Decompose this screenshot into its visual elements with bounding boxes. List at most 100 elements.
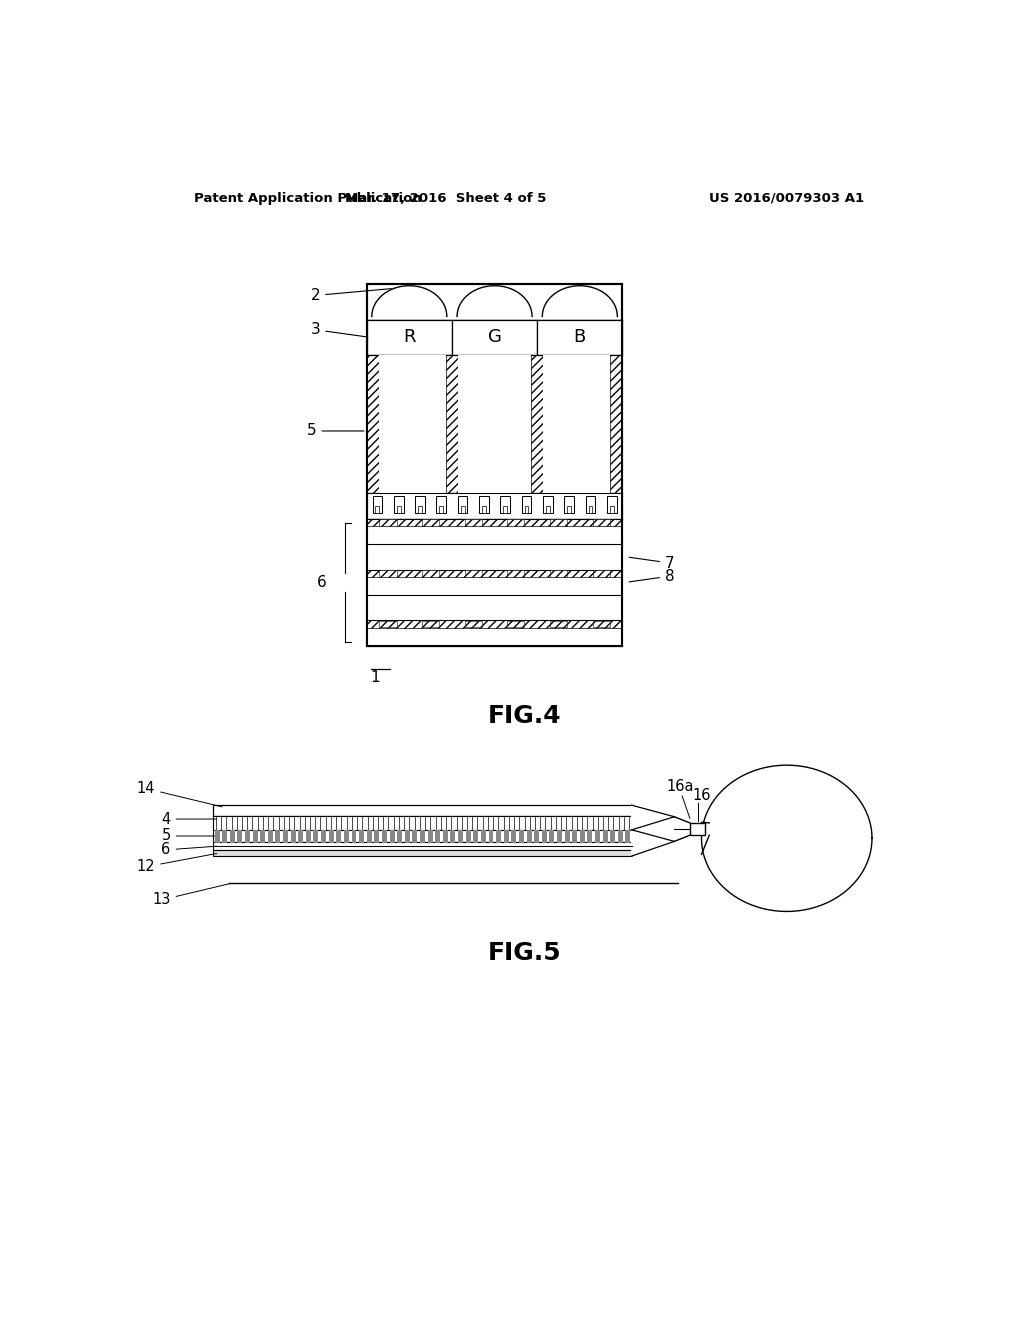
Bar — [418, 506, 422, 513]
Bar — [603, 837, 607, 843]
Text: 16: 16 — [692, 788, 711, 803]
Bar — [238, 830, 243, 837]
Bar — [458, 355, 531, 494]
Bar — [329, 837, 334, 843]
Bar — [543, 496, 553, 513]
Text: 5: 5 — [307, 424, 364, 438]
Text: 6: 6 — [316, 574, 327, 590]
Bar — [322, 837, 326, 843]
Bar — [275, 837, 281, 843]
Bar — [382, 830, 387, 837]
Bar — [521, 496, 531, 513]
Bar — [397, 837, 402, 843]
Polygon shape — [701, 822, 710, 854]
Bar — [504, 837, 509, 843]
Bar — [535, 837, 539, 843]
Bar — [580, 830, 585, 837]
Text: US 2016/0079303 A1: US 2016/0079303 A1 — [710, 191, 864, 205]
Text: 13: 13 — [153, 883, 230, 907]
Text: 12: 12 — [136, 854, 217, 874]
Bar — [481, 830, 485, 837]
Bar — [626, 830, 631, 837]
Bar — [379, 355, 445, 494]
Bar — [626, 837, 631, 843]
Text: Mar. 17, 2016  Sheet 4 of 5: Mar. 17, 2016 Sheet 4 of 5 — [345, 191, 547, 205]
Bar — [586, 496, 595, 513]
Bar — [245, 830, 250, 837]
Bar — [351, 837, 356, 843]
Text: 3: 3 — [310, 322, 368, 337]
Bar — [572, 830, 578, 837]
Bar — [538, 321, 623, 355]
Bar — [389, 837, 394, 843]
Bar — [557, 830, 562, 837]
Bar — [550, 837, 554, 843]
Bar — [367, 577, 623, 595]
Bar — [215, 837, 219, 843]
Bar — [367, 355, 379, 494]
Bar — [380, 519, 396, 525]
Bar — [511, 830, 516, 837]
Bar — [367, 628, 623, 645]
Bar — [465, 620, 481, 627]
Bar — [306, 830, 311, 837]
Bar — [329, 830, 334, 837]
Bar — [253, 830, 258, 837]
Text: Patent Application Publication: Patent Application Publication — [194, 191, 422, 205]
Bar — [367, 620, 623, 628]
Bar — [435, 837, 440, 843]
Bar — [535, 830, 539, 837]
Bar — [507, 570, 524, 577]
Bar — [595, 837, 600, 843]
Bar — [404, 837, 410, 843]
Bar — [376, 506, 379, 513]
Bar — [415, 496, 425, 513]
Text: 8: 8 — [629, 569, 675, 583]
Bar — [367, 494, 623, 519]
Text: 6: 6 — [162, 842, 217, 858]
Bar — [451, 837, 456, 843]
Bar — [607, 496, 616, 513]
Bar — [336, 837, 341, 843]
Bar — [306, 837, 311, 843]
Bar — [260, 830, 265, 837]
Bar — [544, 355, 610, 494]
Text: 2: 2 — [310, 288, 398, 304]
Bar — [542, 837, 547, 843]
Bar — [461, 506, 465, 513]
Bar — [367, 527, 623, 544]
Bar — [435, 830, 440, 837]
Bar — [550, 620, 567, 627]
Bar — [690, 822, 706, 836]
Bar — [396, 506, 400, 513]
Bar — [291, 837, 296, 843]
Polygon shape — [372, 285, 446, 317]
Bar — [550, 570, 567, 577]
Bar — [458, 830, 463, 837]
Bar — [501, 496, 510, 513]
Text: 16a: 16a — [667, 779, 694, 795]
Bar — [298, 830, 303, 837]
Bar — [458, 837, 463, 843]
Bar — [229, 837, 234, 843]
Text: B: B — [573, 329, 586, 346]
Bar — [488, 830, 494, 837]
Bar — [404, 830, 410, 837]
Polygon shape — [457, 285, 532, 317]
Bar — [507, 519, 524, 525]
Bar — [557, 837, 562, 843]
Bar — [291, 830, 296, 837]
Bar — [229, 830, 234, 837]
Bar — [482, 506, 485, 513]
Bar — [465, 570, 481, 577]
Bar — [380, 570, 396, 577]
Bar — [215, 830, 219, 837]
Bar — [610, 830, 615, 837]
Bar — [367, 544, 623, 570]
Bar — [380, 620, 396, 627]
Bar — [359, 837, 365, 843]
Bar — [442, 830, 447, 837]
Bar — [313, 830, 318, 837]
Bar — [524, 506, 528, 513]
Bar — [595, 830, 600, 837]
